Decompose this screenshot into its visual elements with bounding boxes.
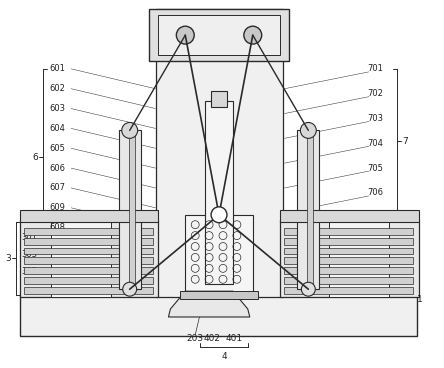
Text: 605: 605 (49, 144, 65, 153)
Bar (280, 210, 419, 222)
Bar (24, 287, 153, 294)
Bar (149, 9, 289, 61)
Text: 608: 608 (49, 223, 65, 232)
Text: 303: 303 (21, 250, 38, 259)
Text: 701: 701 (367, 64, 383, 73)
Bar (24, 258, 153, 264)
Text: 7: 7 (403, 137, 408, 146)
Text: 1: 1 (416, 295, 422, 304)
Circle shape (301, 123, 316, 138)
Circle shape (122, 123, 138, 138)
Text: 603: 603 (49, 104, 65, 113)
Circle shape (176, 26, 194, 44)
Text: 4: 4 (221, 352, 227, 361)
Bar (284, 277, 412, 284)
Text: 602: 602 (49, 84, 65, 93)
Bar (307, 130, 313, 289)
Bar (297, 130, 319, 289)
Bar (20, 210, 159, 222)
Bar (284, 248, 412, 254)
Text: 601: 601 (49, 64, 65, 73)
Bar (129, 130, 135, 289)
Text: 302: 302 (21, 267, 37, 276)
Text: 703: 703 (367, 114, 383, 123)
Text: 609: 609 (49, 203, 65, 212)
Bar (24, 238, 153, 245)
Bar (180, 291, 258, 299)
Bar (52, 215, 111, 297)
Text: 401: 401 (226, 334, 242, 343)
Bar (185, 215, 253, 294)
Bar (24, 228, 153, 235)
Bar (119, 130, 141, 289)
Text: 607: 607 (49, 184, 65, 192)
Bar (205, 100, 233, 284)
Bar (280, 220, 419, 297)
Bar (24, 277, 153, 284)
Bar (284, 238, 412, 245)
Bar (159, 15, 280, 55)
Bar (155, 9, 282, 297)
Circle shape (301, 282, 315, 296)
Bar (24, 248, 153, 254)
Text: 604: 604 (49, 124, 65, 133)
Text: 606: 606 (49, 164, 65, 173)
Bar (284, 228, 412, 235)
Text: 3: 3 (5, 254, 11, 263)
Polygon shape (168, 291, 250, 317)
Text: 6: 6 (33, 153, 38, 162)
Text: 702: 702 (367, 89, 383, 98)
Bar (329, 215, 389, 297)
Bar (20, 220, 159, 297)
Circle shape (211, 207, 227, 223)
Text: 402: 402 (204, 334, 221, 343)
Bar (284, 268, 412, 274)
Text: 301: 301 (21, 233, 37, 242)
Text: 706: 706 (367, 188, 383, 198)
Text: 704: 704 (367, 139, 383, 148)
Bar (284, 258, 412, 264)
Text: 5: 5 (302, 205, 309, 215)
Text: 203: 203 (186, 334, 204, 343)
Circle shape (244, 26, 262, 44)
Bar (20, 294, 416, 336)
Bar (284, 287, 412, 294)
Text: 705: 705 (367, 164, 383, 173)
Bar (24, 268, 153, 274)
Bar (211, 91, 227, 107)
Circle shape (123, 282, 137, 296)
